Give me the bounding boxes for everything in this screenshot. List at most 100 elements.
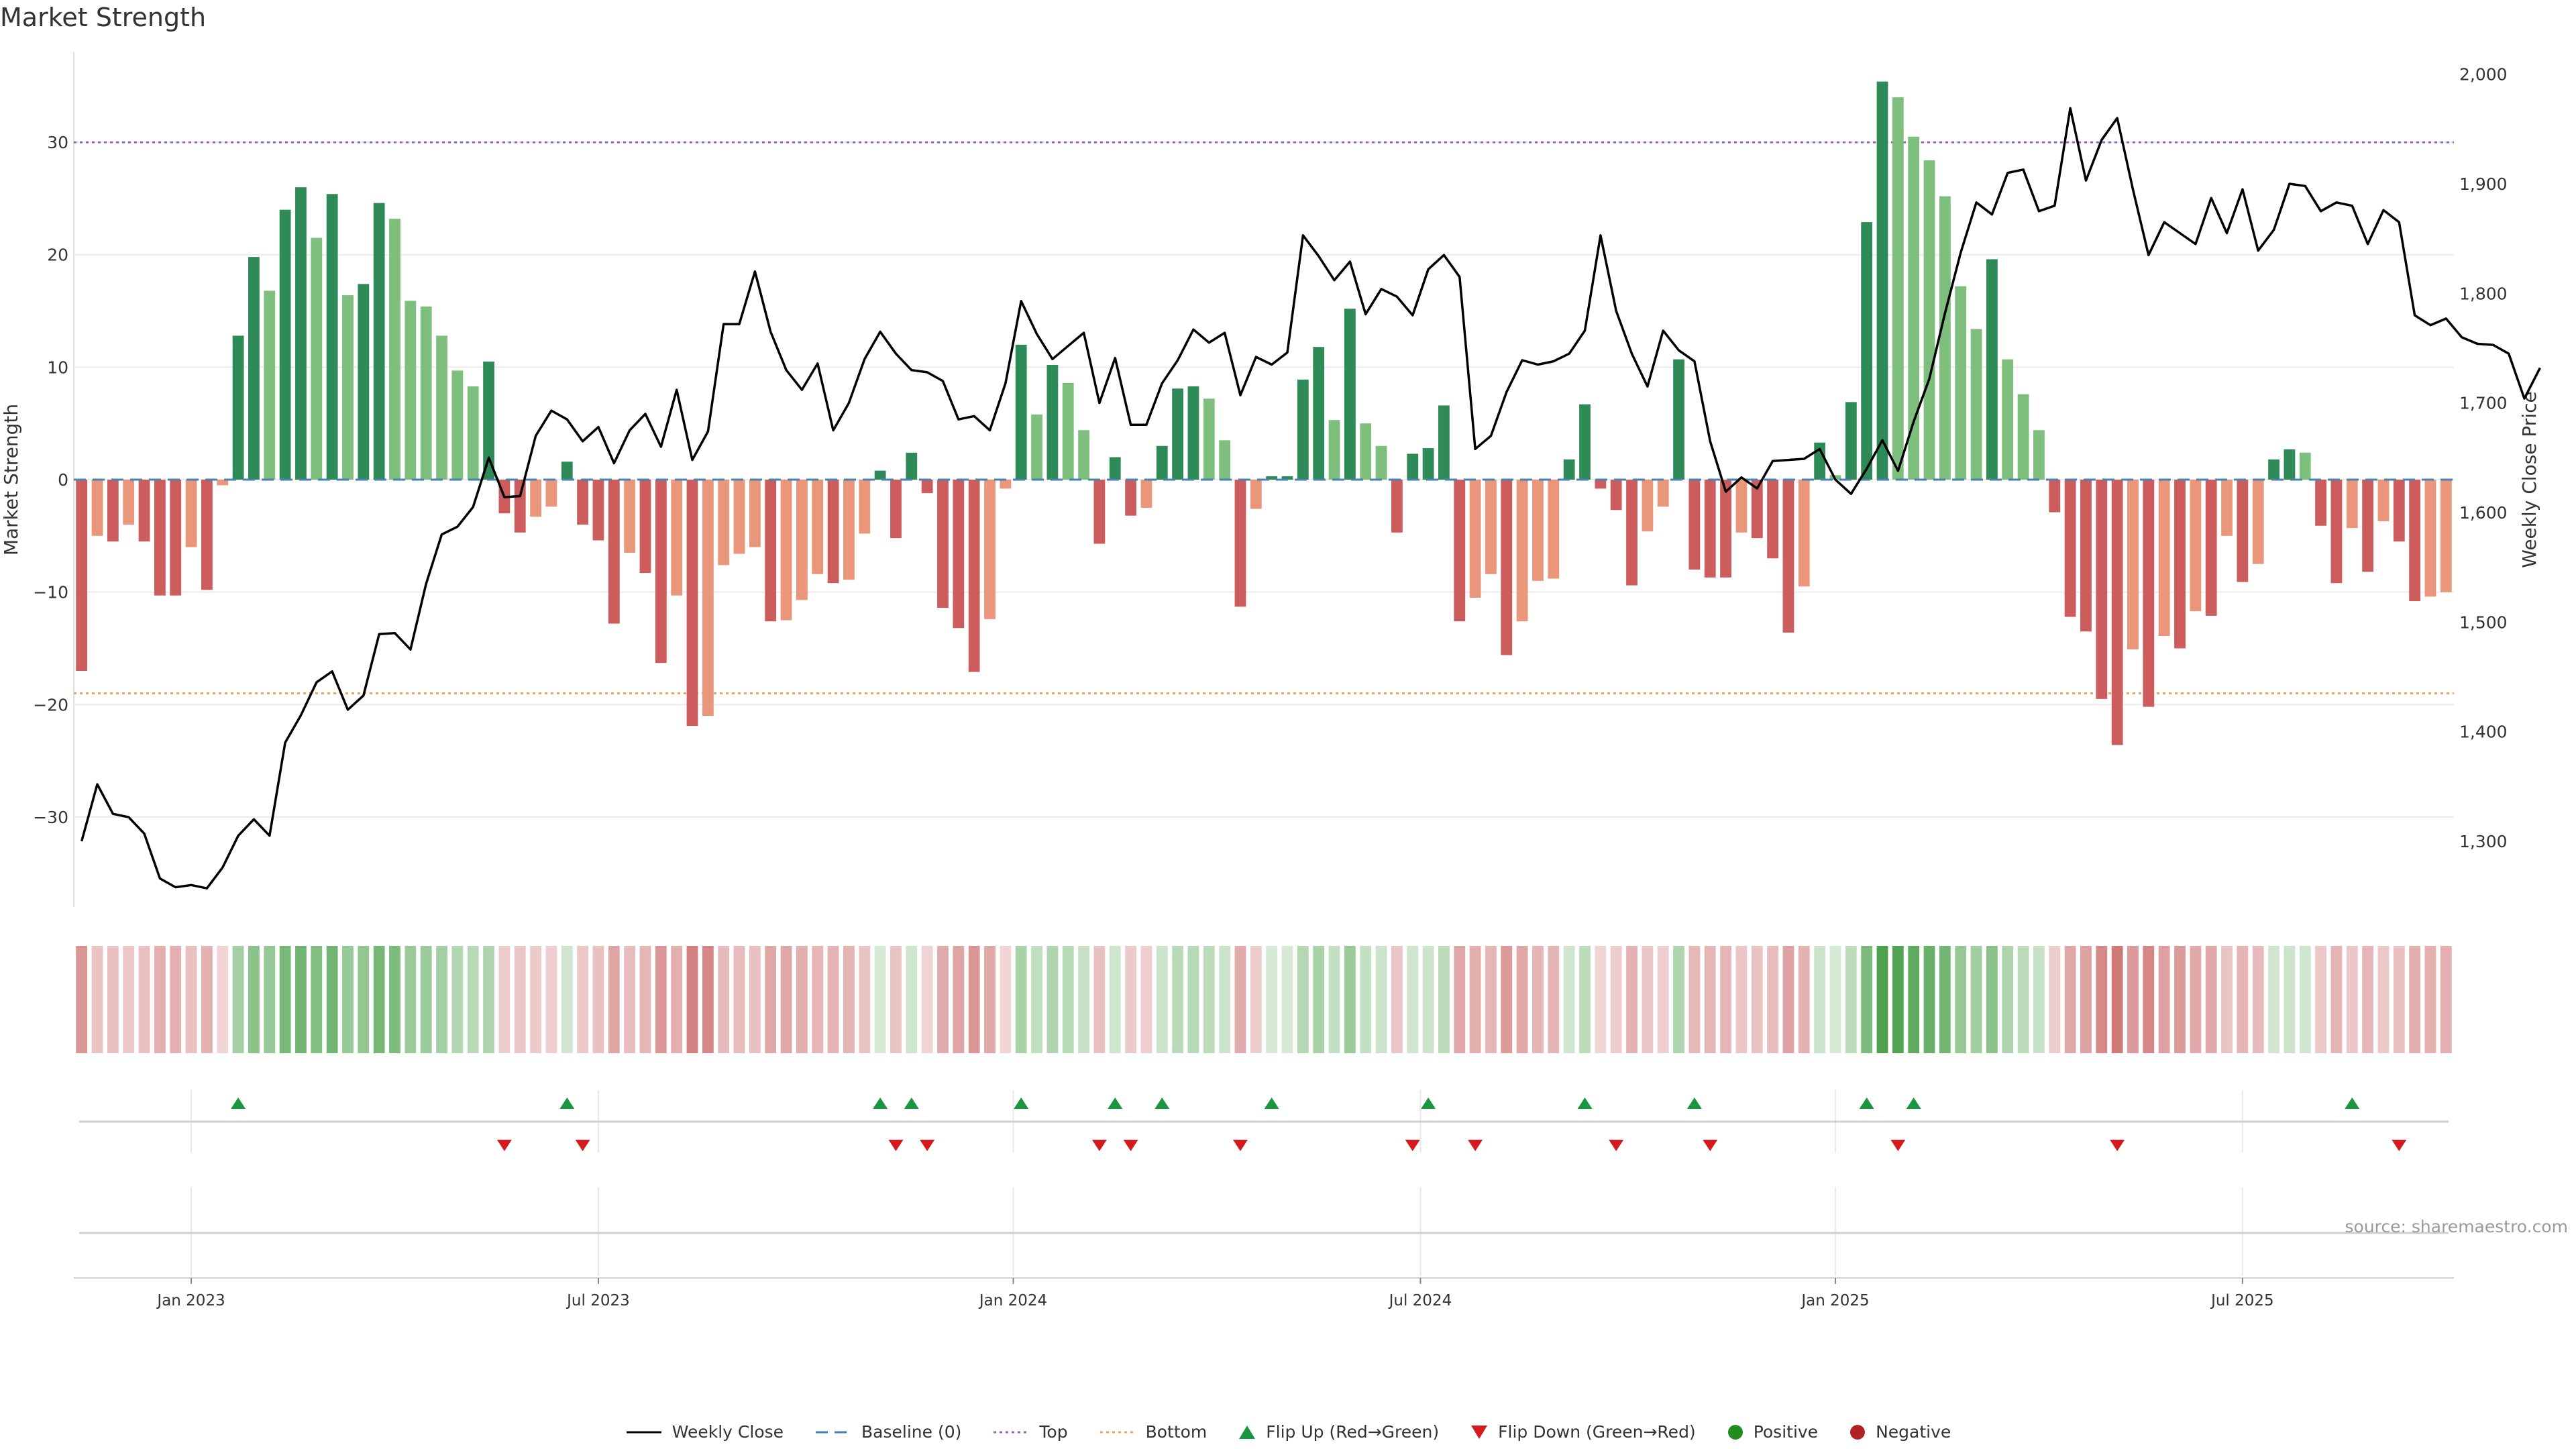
strength-bar [1313, 347, 1325, 480]
heat-strip-cell [953, 946, 965, 1053]
legend-label: Negative [1876, 1422, 1951, 1442]
strength-bar [1140, 480, 1152, 508]
strength-bar [937, 480, 949, 608]
strength-bar [2017, 394, 2029, 480]
heat-strip-cell [592, 946, 604, 1053]
heat-strip-cell [1642, 946, 1654, 1053]
strength-bar [1986, 259, 1998, 480]
strength-bar [1234, 480, 1246, 607]
flip-up-marker [2345, 1097, 2360, 1109]
strength-bar [1203, 398, 1215, 480]
flip-up-marker [1108, 1097, 1123, 1109]
x-tick-label: Jul 2023 [566, 1292, 630, 1309]
heat-strip-cell [248, 946, 260, 1053]
heat-strip-cell [2268, 946, 2279, 1053]
legend-flip-up: Flip Up (Red→Green) [1238, 1422, 1439, 1442]
heat-strip-cell [1407, 946, 1419, 1053]
flip-down-marker [496, 1140, 512, 1151]
y-tick-label: 10 [47, 358, 68, 377]
heat-strip-cell [2362, 946, 2374, 1053]
heat-strip-cell [1657, 946, 1669, 1053]
strength-bar [2377, 480, 2390, 522]
right-tick-label: 2,000 [2459, 65, 2508, 85]
strength-bar [1704, 480, 1716, 578]
strength-bar [2080, 480, 2092, 632]
strength-bar [1328, 420, 1340, 480]
triangle-down-icon [1471, 1425, 1488, 1439]
heat-strip-cell [2002, 946, 2014, 1053]
heat-strip-cell [2111, 946, 2123, 1053]
legend-label: Positive [1753, 1422, 1819, 1442]
heat-strip-cell [2190, 946, 2202, 1053]
strength-bar [1782, 480, 1794, 633]
strength-bar [2330, 480, 2343, 584]
heat-strip-cell [1375, 946, 1387, 1053]
heat-strip-cell [1172, 946, 1184, 1053]
heat-strip-cell [326, 946, 338, 1053]
heat-strip-cell [827, 946, 839, 1053]
heat-strip-cell [1861, 946, 1873, 1053]
right-tick-label: 1,800 [2459, 284, 2508, 303]
flip-up-marker [231, 1097, 246, 1109]
strength-bar [2002, 359, 2014, 480]
strength-bar [1281, 476, 1293, 480]
legend-baseline: Baseline (0) [814, 1422, 961, 1442]
heat-strip-cell [874, 946, 886, 1053]
heat-strip-cell [890, 946, 902, 1053]
strength-bar [2315, 480, 2326, 526]
flip-down-marker [1609, 1140, 1624, 1151]
heat-strip-cell [1501, 946, 1513, 1053]
strength-bar [2143, 480, 2155, 707]
y-axis-label: Market Strength [0, 404, 22, 555]
heat-strip-cell [1203, 946, 1215, 1053]
flip-down-marker [1123, 1140, 1138, 1151]
strength-bar [874, 470, 886, 480]
strength-bar [1908, 136, 1920, 480]
y-tick-label: 20 [47, 246, 68, 265]
flip-up-marker [1859, 1097, 1874, 1109]
strength-bar [1485, 480, 1497, 574]
strength-bar [733, 480, 745, 554]
y-tick-label: −20 [33, 695, 68, 714]
flip-up-marker [559, 1097, 575, 1109]
strength-bar [765, 480, 777, 622]
heat-strip-cell [2346, 946, 2358, 1053]
y-tick-label: 30 [47, 133, 68, 152]
heat-strip-cell [1281, 946, 1293, 1053]
heat-strip-cell [1266, 946, 1278, 1053]
strength-bar [436, 335, 447, 480]
heat-strip-cell [796, 946, 808, 1053]
strength-bar [107, 480, 119, 542]
flip-down-marker [1468, 1140, 1483, 1151]
heat-strip-cell [2064, 946, 2076, 1053]
heat-strip-cell [859, 946, 871, 1053]
heat-strip-cell [420, 946, 432, 1053]
heat-strip-cell [311, 946, 323, 1053]
strength-bar [76, 480, 88, 671]
strength-bar [1610, 480, 1622, 511]
strength-bar [217, 480, 229, 486]
heat-strip-cell [718, 946, 730, 1053]
circle-icon [1850, 1424, 1866, 1440]
heat-strip-cell [2284, 946, 2296, 1053]
flip-down-marker [2110, 1140, 2125, 1151]
strength-bar [1109, 457, 1121, 480]
legend-flip-down: Flip Down (Green→Red) [1470, 1422, 1696, 1442]
strength-bar [2064, 480, 2076, 617]
heat-strip-cell [1720, 946, 1731, 1053]
heat-strip-cell [2096, 946, 2108, 1053]
heat-strip-cell [514, 946, 526, 1053]
heat-strip-cell [2330, 946, 2343, 1053]
flip-up-marker [1577, 1097, 1593, 1109]
heat-strip-cell [2377, 946, 2390, 1053]
strength-bar [577, 480, 589, 525]
heat-strip-cell [1297, 946, 1309, 1053]
flip-down-marker [888, 1140, 904, 1151]
strength-bar [2409, 480, 2421, 602]
strength-bar [827, 480, 839, 584]
strength-bar [2033, 430, 2045, 480]
strength-bar [1438, 405, 1450, 480]
heat-strip-cell [483, 946, 494, 1053]
heat-strip-cell [138, 946, 150, 1053]
